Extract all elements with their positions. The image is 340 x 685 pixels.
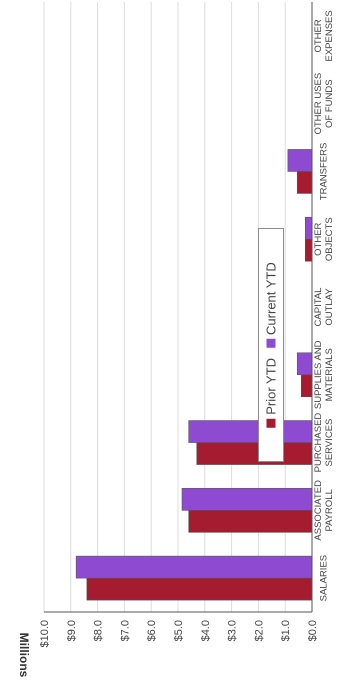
category-label-line: SUPPLIES AND	[313, 340, 324, 409]
tick-label: $7.0	[119, 620, 131, 641]
bar-prior-ytd	[188, 510, 313, 533]
bar-prior-ytd	[196, 442, 313, 465]
legend-item-prior-ytd: Prior YTD	[264, 358, 279, 428]
tick-label: $10.0	[39, 620, 51, 648]
category-label-line: PURCHASED	[313, 413, 324, 473]
bar-current-ytd	[75, 555, 313, 579]
category-label: OTHEREXPENSES	[313, 10, 335, 61]
bar-prior-ytd	[86, 577, 313, 601]
category-label: ASSOCIATEDPAYROLL	[313, 480, 335, 541]
category-label-line: ASSOCIATED	[313, 480, 324, 541]
category-label: OTHEROBJECTS	[313, 217, 335, 261]
category-label-line: SERVICES	[324, 419, 335, 467]
category-label-line: OUTLAY	[324, 288, 335, 326]
bar-prior-ytd	[304, 238, 313, 262]
tick-label: $3.0	[227, 620, 239, 641]
category-label-line: EXPENSES	[324, 10, 335, 61]
category-label-line: SALARIES	[319, 555, 330, 601]
tick-label: $2.0	[253, 620, 265, 641]
category-label-line: TRANSFERS	[319, 143, 330, 201]
bar-current-ytd	[287, 149, 313, 172]
category-labels: SALARIES ASSOCIATEDPAYROLL PURCHASEDSERVIC…	[313, 10, 335, 601]
legend: Prior YTD Current YTD	[258, 228, 284, 462]
tick-label: $1.0	[280, 620, 292, 641]
bar-prior-ytd	[300, 374, 313, 398]
legend-swatch-current-ytd	[266, 338, 276, 348]
tick-labels: $0.0 $1.0 $2.0 $3.0 $4.0 $5.0 $6.0 $7.0 $8.0 $9.0…	[39, 620, 319, 648]
tick-label: $4.0	[200, 620, 212, 641]
category-label: CAPITALOUTLAY	[313, 288, 335, 327]
tick-label: $9.0	[66, 620, 78, 641]
bar-current-ytd	[181, 488, 313, 511]
tick-label: $0.0	[307, 620, 319, 641]
category-label-line: CAPITAL	[313, 288, 324, 327]
tick-label: $8.0	[93, 620, 105, 641]
bar-current-ytd	[188, 420, 313, 443]
category-label-line: OTHER	[313, 222, 324, 255]
category-label-line: MATERIALS	[324, 348, 335, 401]
category-label-line: OF FUNDS	[324, 79, 335, 128]
category-label-line: OTHER	[313, 19, 324, 52]
category-label: PURCHASEDSERVICES	[313, 413, 335, 473]
bar-current-ytd	[304, 216, 313, 240]
tick-label: $6.0	[146, 620, 158, 641]
y-axis-label: Millions	[17, 633, 31, 678]
axes	[44, 2, 313, 613]
legend-label-current-ytd: Current YTD	[263, 262, 279, 335]
category-label: TRANSFERS	[319, 143, 330, 201]
gridlines	[43, 2, 286, 612]
legend-label-prior-ytd: Prior YTD	[263, 357, 279, 415]
bar-prior-ytd	[296, 171, 313, 194]
category-label-line: OBJECTS	[324, 217, 335, 261]
legend-item-current-ytd: Current YTD	[264, 262, 279, 348]
category-label: OTHER USESOF FUNDS	[313, 73, 335, 135]
category-label: SUPPLIES ANDMATERIALS	[313, 340, 335, 409]
category-label: SALARIES	[319, 555, 330, 601]
category-label-line: OTHER USES	[313, 73, 324, 135]
legend-swatch-prior-ytd	[266, 418, 276, 428]
bar-current-ytd	[296, 352, 313, 376]
legend-items: Prior YTD Current YTD	[264, 257, 279, 433]
category-label-line: PAYROLL	[324, 489, 335, 531]
tick-label: $5.0	[173, 620, 185, 641]
